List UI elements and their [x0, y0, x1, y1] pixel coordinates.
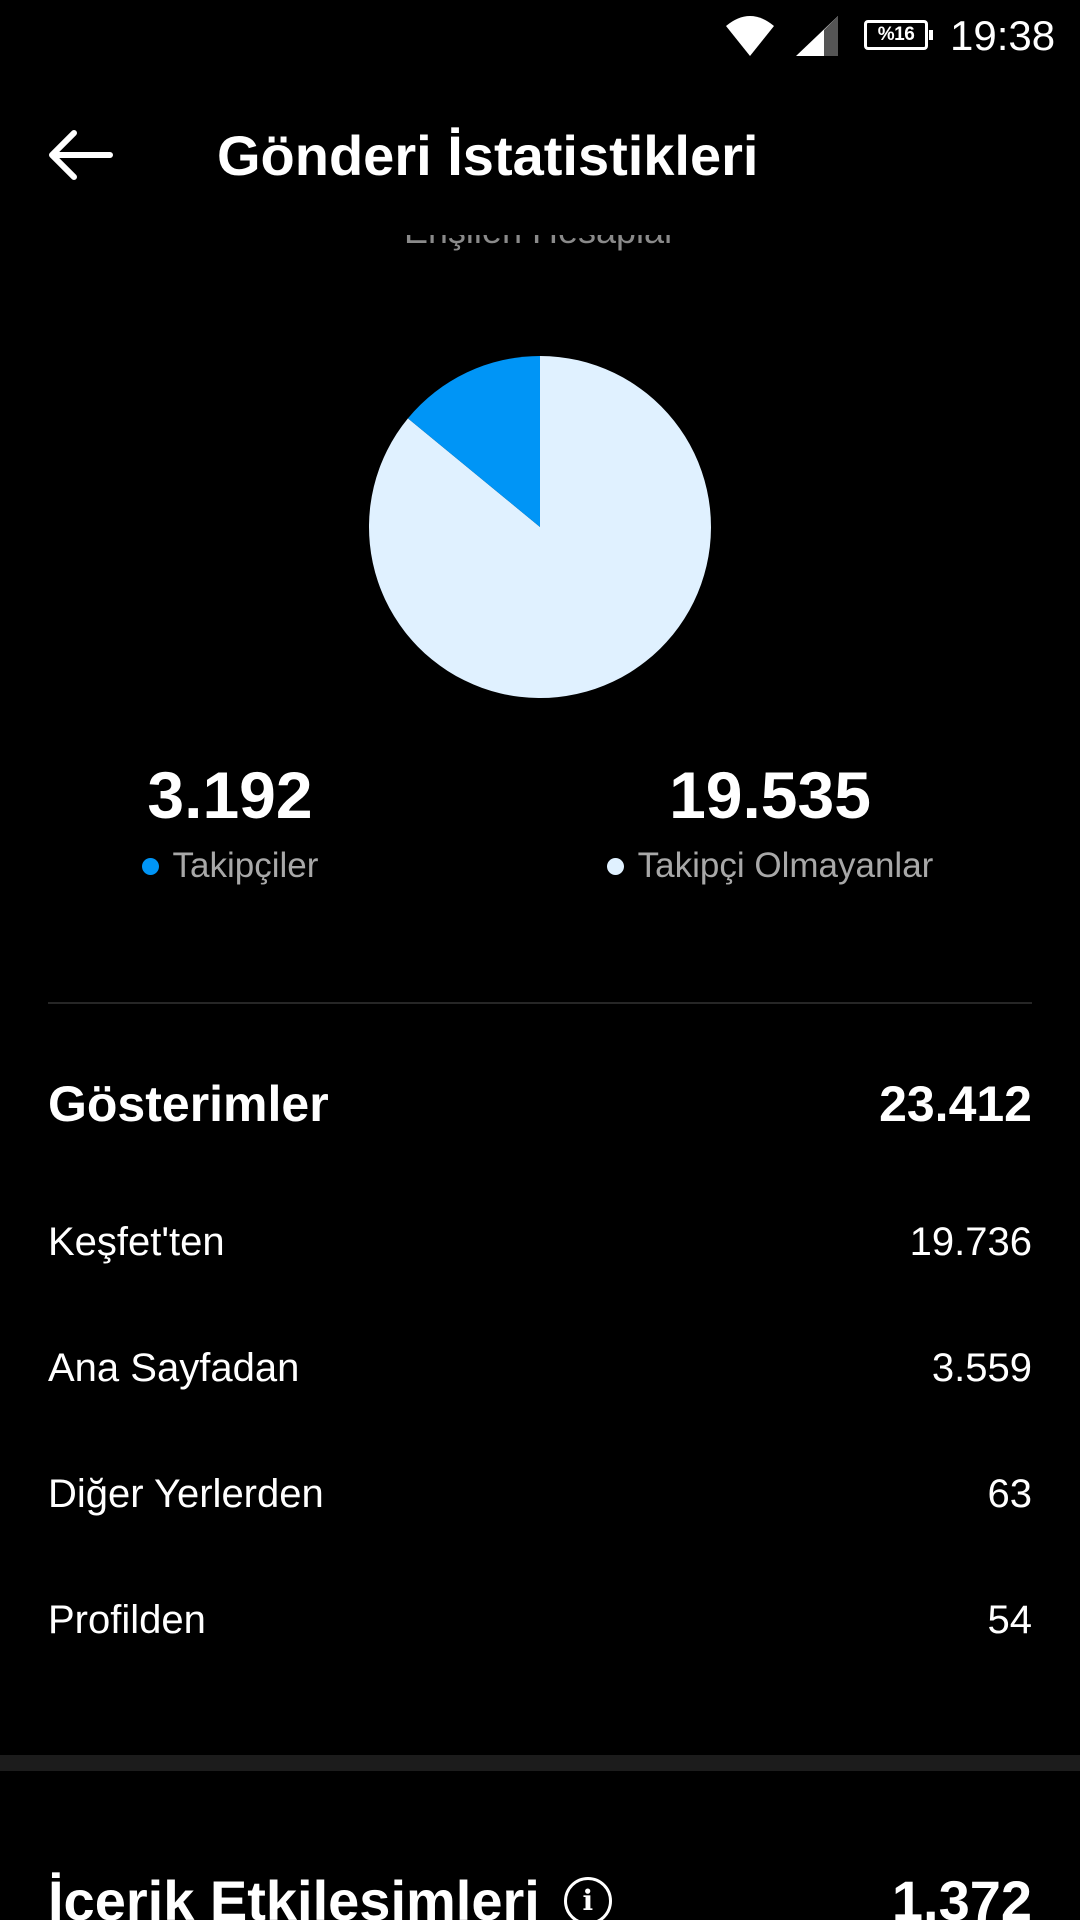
followers-stat: 3.192 Takipçiler: [80, 762, 380, 886]
reach-pie-chart: [369, 356, 711, 698]
impressions-row: Gösterimler 23.412: [48, 1075, 1032, 1133]
impressions-label: Gösterimler: [48, 1076, 329, 1132]
impressions-value: 23.412: [879, 1076, 1032, 1132]
followers-value: 3.192: [147, 758, 313, 832]
source-label: Diğer Yerlerden: [48, 1472, 324, 1516]
info-icon[interactable]: i: [563, 1876, 612, 1920]
impressions-source-row: Profilden 54: [48, 1598, 1032, 1643]
non-followers-stat: 19.535 Takipçi Olmayanlar: [560, 762, 980, 886]
interactions-value: 1.372: [891, 1869, 1032, 1920]
source-value: 3.559: [931, 1346, 1032, 1390]
source-label: Keşfet'ten: [48, 1220, 225, 1264]
non-followers-legend-dot: [606, 857, 624, 875]
interactions-row: İçerik Etkileşimleri i 1.372: [48, 1868, 1032, 1920]
battery-icon: %16: [864, 20, 933, 50]
wifi-icon: [726, 16, 774, 56]
battery-level: %16: [877, 24, 915, 45]
impressions-source-row: Diğer Yerlerden 63: [48, 1472, 1032, 1517]
source-value: 54: [987, 1598, 1033, 1642]
status-time: 19:38: [950, 12, 1056, 59]
app-header: Gönderi İstatistikleri: [0, 75, 1080, 235]
followers-legend-dot: [141, 857, 159, 875]
pie-svg: [369, 356, 711, 698]
divider: [48, 1002, 1032, 1004]
section-separator: [0, 1755, 1080, 1771]
signal-icon: [796, 16, 838, 56]
non-followers-label: Takipçi Olmayanlar: [637, 846, 934, 885]
source-value: 63: [987, 1472, 1033, 1516]
page-title: Gönderi İstatistikleri: [217, 124, 759, 187]
interactions-label: İçerik Etkileşimleri: [48, 1869, 540, 1920]
impressions-source-row: Ana Sayfadan 3.559: [48, 1346, 1032, 1391]
followers-label: Takipçiler: [172, 846, 319, 885]
impressions-source-row: Keşfet'ten 19.736: [48, 1220, 1032, 1265]
source-value: 19.736: [909, 1220, 1032, 1264]
arrow-left-icon: [49, 130, 113, 180]
pie-slice-followers: [407, 356, 540, 527]
status-bar: %16 19:38: [0, 0, 1080, 75]
source-label: Profilden: [48, 1598, 206, 1642]
non-followers-value: 19.535: [669, 758, 871, 832]
source-label: Ana Sayfadan: [48, 1346, 300, 1390]
back-button[interactable]: [44, 125, 124, 195]
